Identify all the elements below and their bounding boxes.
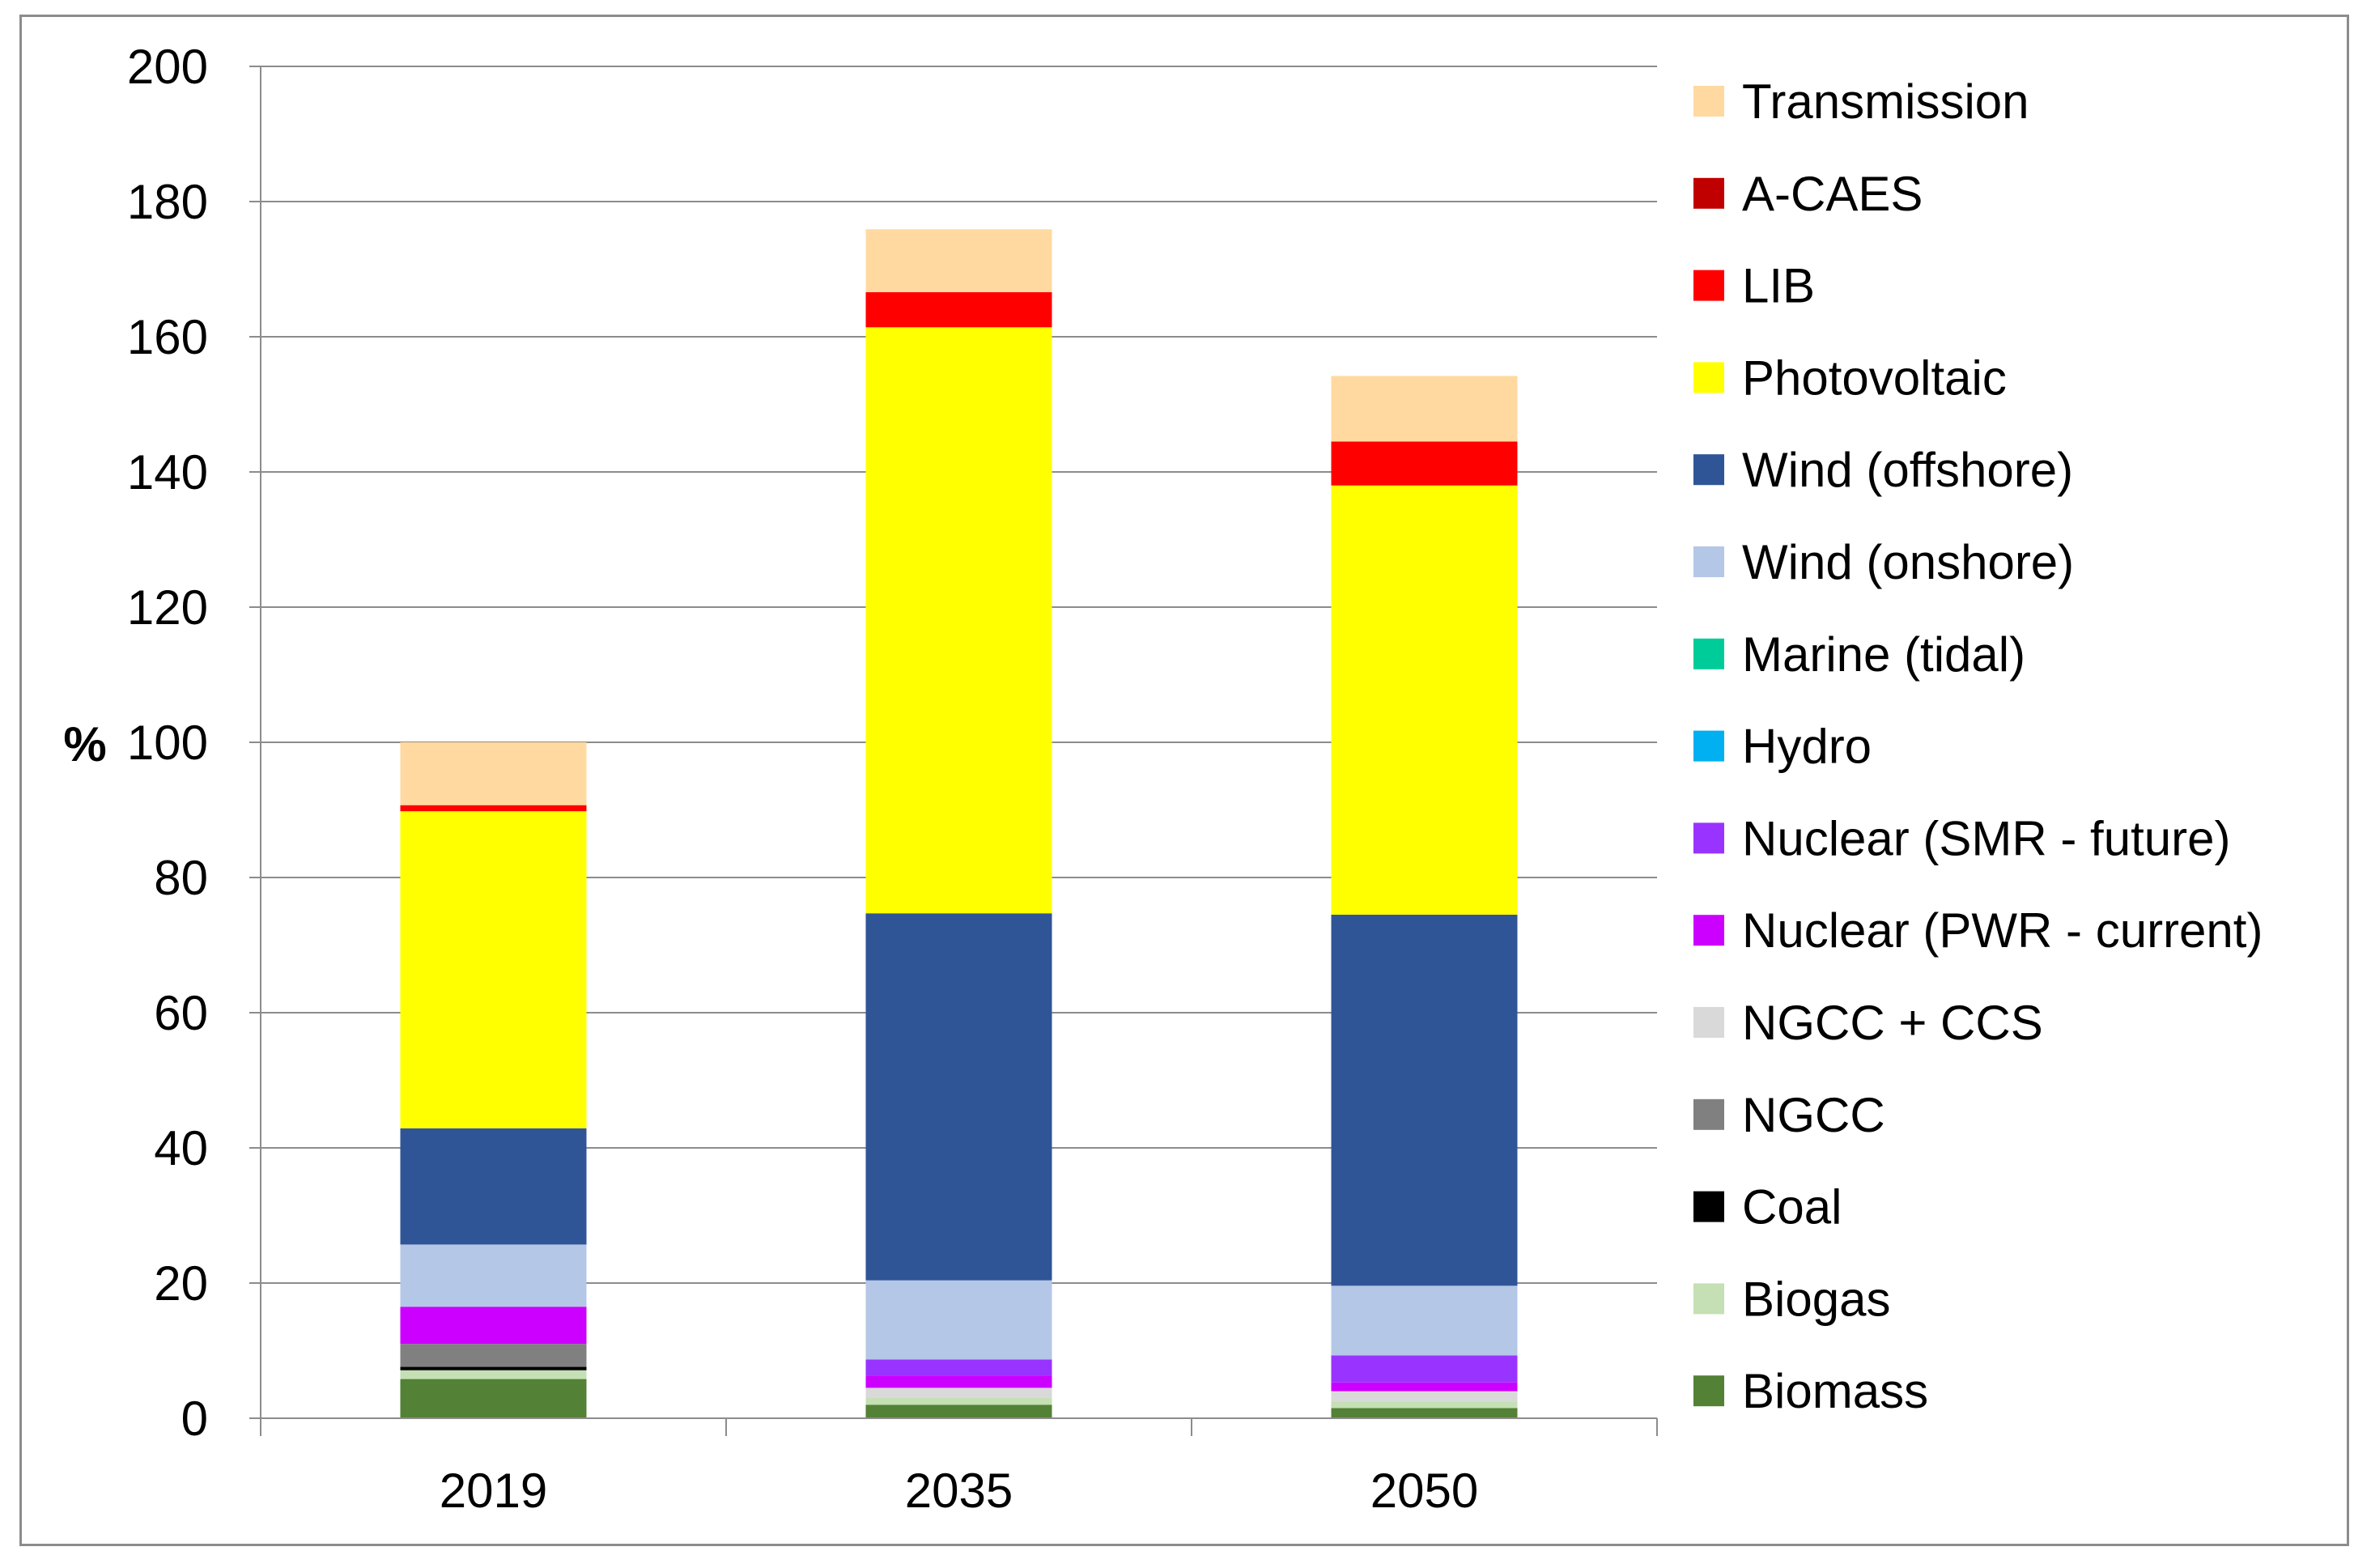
bar-segment-nuclear-pwr-current--2050 [1331,1382,1518,1392]
legend-label: NGCC + CCS [1742,996,2043,1050]
x-tick-label: 2019 [440,1464,547,1518]
bar-segment-biomass-2035 [865,1404,1052,1418]
bar-segment-wind-onshore--2050 [1331,1285,1518,1356]
legend-item: Photovoltaic [1693,351,2007,405]
bar-segment-biogas-2035 [865,1397,1052,1405]
bar-segment-ngcc-2019 [400,1344,587,1367]
bar-segment-nuclear-pwr-current--2035 [865,1375,1052,1388]
x-tick-label: 2050 [1370,1464,1478,1518]
y-tick-label: 140 [127,445,208,499]
y-tick-label: 40 [154,1121,208,1175]
bar-segment-nuclear-smr-future--2035 [865,1359,1052,1376]
legend-label: LIB [1742,259,1815,313]
y-tick-label: 120 [127,580,208,635]
y-tick-label: 60 [154,986,208,1040]
bar-segment-biomass-2019 [400,1379,587,1418]
legend-label: Hydro [1742,720,1872,774]
legend-label: NGCC [1742,1088,1885,1142]
y-tick-label: 0 [181,1392,208,1446]
legend-item: Nuclear (SMR - future) [1693,811,2230,865]
legend-item: Hydro [1693,720,1872,774]
legend-swatch [1693,1098,1724,1130]
y-tick-label: 200 [127,40,208,94]
bar-segment-photovoltaic-2050 [1331,485,1518,915]
legend-item: LIB [1693,259,1815,313]
legend-item: NGCC + CCS [1693,996,2043,1050]
bar-segment-biomass-2050 [1331,1408,1518,1418]
legend-item: Wind (offshore) [1693,443,2073,497]
legend-swatch [1693,86,1724,117]
legend-label: Biogas [1742,1272,1890,1326]
legend-item: NGCC [1693,1088,1885,1142]
legend-label: Marine (tidal) [1742,627,2025,682]
bar-segment-photovoltaic-2035 [865,327,1052,914]
x-tick-label: 2035 [905,1464,1013,1518]
legend-label: Wind (onshore) [1742,535,2074,589]
legend-label: A-CAES [1742,167,1923,221]
x-tick-labels: 2019 2035 2050 [440,1464,1478,1518]
bar-segment-transmission-2050 [1331,376,1518,442]
y-tick-label: 20 [154,1256,208,1311]
legend-swatch [1693,1283,1724,1315]
legend-swatch [1693,915,1724,946]
bars [400,229,1518,1418]
legend-label: Nuclear (PWR - current) [1742,903,2263,958]
legend-item: Wind (onshore) [1693,535,2074,589]
legend-item: Coal [1693,1180,1842,1234]
y-tick-label: 80 [154,851,208,905]
y-tick-label: 100 [127,716,208,770]
y-tick-label: 180 [127,175,208,229]
bar-segment-nuclear-smr-future--2050 [1331,1355,1518,1383]
legend-item: Biogas [1693,1272,1890,1326]
bar-segment-wind-offshore--2019 [400,1128,587,1245]
legend-item: Marine (tidal) [1693,627,2025,682]
bar-segment-wind-onshore--2019 [400,1244,587,1307]
legend-label: Nuclear (SMR - future) [1742,811,2230,865]
bar-segment-transmission-2019 [400,742,587,805]
bar-segment-wind-onshore--2035 [865,1280,1052,1360]
bar-segment-photovoltaic-2019 [400,811,587,1128]
legend-item: Biomass [1693,1364,1928,1418]
bar-segment-ngcc-ccs-2035 [865,1387,1052,1398]
bar-segment-biogas-2019 [400,1370,587,1379]
legend-swatch [1693,177,1724,209]
legend-swatch [1693,362,1724,393]
legend-item: A-CAES [1693,167,1923,221]
y-tick-labels: 0 20 40 60 80 100 120 140 160 180 200 [127,40,208,1446]
legend-swatch [1693,454,1724,486]
bar-segment-wind-offshore--2050 [1331,914,1518,1286]
bar-segment-biogas-2050 [1331,1401,1518,1409]
y-tick-label: 160 [127,310,208,364]
legend-swatch [1693,270,1724,301]
legend-swatch [1693,730,1724,762]
legend-swatch [1693,546,1724,577]
legend-swatch [1693,1375,1724,1407]
legend-swatch [1693,638,1724,669]
legend-item: Transmission [1693,74,2029,129]
legend-swatch [1693,1007,1724,1038]
bar-segment-nuclear-pwr-current--2019 [400,1307,587,1345]
legend-label: Wind (offshore) [1742,443,2073,497]
legend-label: Transmission [1742,74,2029,129]
bar-segment-ngcc-ccs-2050 [1331,1391,1518,1402]
legend-label: Photovoltaic [1742,351,2007,405]
legend-label: Coal [1742,1180,1842,1234]
bar-segment-lib-2019 [400,805,587,812]
bar-segment-lib-2050 [1331,441,1518,486]
bar-segment-transmission-2035 [865,229,1052,292]
legend-swatch [1693,822,1724,854]
legend-swatch [1693,1191,1724,1222]
bar-segment-wind-offshore--2035 [865,913,1052,1281]
legend-item: Nuclear (PWR - current) [1693,903,2263,958]
axes [249,66,1658,1436]
legend-label: Biomass [1742,1364,1928,1418]
bar-segment-lib-2035 [865,291,1052,328]
y-axis-label: % [63,717,106,771]
legend: Transmission A-CAES LIB Photovoltaic Wind (o… [1693,74,2263,1418]
bar-segment-coal-2019 [400,1366,587,1370]
